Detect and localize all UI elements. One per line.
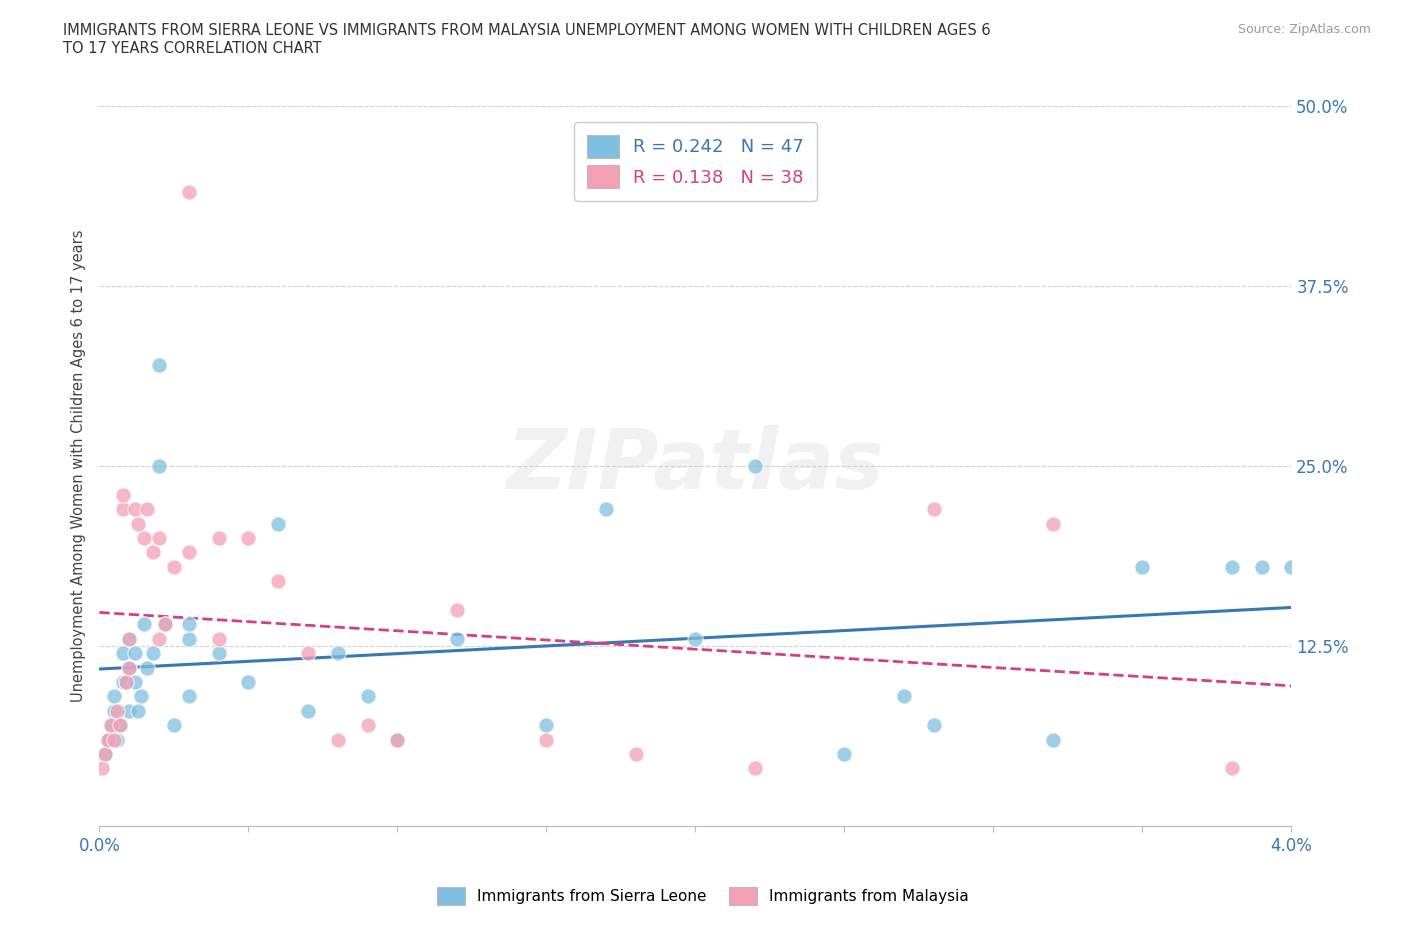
Point <box>922 501 945 516</box>
Text: Source: ZipAtlas.com: Source: ZipAtlas.com <box>1237 23 1371 36</box>
Point <box>326 645 349 660</box>
Point <box>148 358 170 373</box>
Point <box>103 703 125 718</box>
Point <box>536 718 558 733</box>
Point <box>297 645 319 660</box>
Point <box>207 631 229 646</box>
Legend: Immigrants from Sierra Leone, Immigrants from Malaysia: Immigrants from Sierra Leone, Immigrants… <box>432 882 974 911</box>
Point <box>153 617 176 631</box>
Point <box>94 747 117 762</box>
Point <box>922 718 945 733</box>
Point <box>118 703 141 718</box>
Point <box>744 458 766 473</box>
Point <box>177 185 200 200</box>
Point <box>118 660 141 675</box>
Point <box>112 645 135 660</box>
Point <box>94 747 117 762</box>
Point <box>153 617 176 631</box>
Point <box>207 530 229 545</box>
Point <box>127 516 149 531</box>
Point <box>1042 516 1064 531</box>
Point <box>177 545 200 560</box>
Point <box>142 645 165 660</box>
Point <box>356 689 378 704</box>
Point <box>124 674 146 689</box>
Point <box>134 617 156 631</box>
Point <box>1250 559 1272 574</box>
Point <box>1220 761 1243 776</box>
Point <box>893 689 915 704</box>
Point <box>118 631 141 646</box>
Point <box>267 516 290 531</box>
Point <box>238 674 260 689</box>
Point <box>110 718 132 733</box>
Point <box>1279 559 1302 574</box>
Point <box>326 732 349 747</box>
Legend: R = 0.242   N = 47, R = 0.138   N = 38: R = 0.242 N = 47, R = 0.138 N = 38 <box>574 122 817 201</box>
Point <box>163 559 186 574</box>
Point <box>177 617 200 631</box>
Text: ZIPatlas: ZIPatlas <box>506 425 884 507</box>
Text: IMMIGRANTS FROM SIERRA LEONE VS IMMIGRANTS FROM MALAYSIA UNEMPLOYMENT AMONG WOME: IMMIGRANTS FROM SIERRA LEONE VS IMMIGRAN… <box>63 23 991 56</box>
Point <box>124 645 146 660</box>
Point <box>446 631 468 646</box>
Point <box>91 761 114 776</box>
Point <box>163 718 186 733</box>
Point <box>100 718 122 733</box>
Point <box>267 574 290 589</box>
Point <box>356 718 378 733</box>
Point <box>100 718 122 733</box>
Point <box>387 732 409 747</box>
Point <box>115 674 138 689</box>
Point <box>624 747 647 762</box>
Point <box>595 501 617 516</box>
Point <box>97 732 120 747</box>
Point <box>112 487 135 502</box>
Point <box>744 761 766 776</box>
Point <box>110 718 132 733</box>
Point <box>124 501 146 516</box>
Point <box>136 660 159 675</box>
Point <box>1130 559 1153 574</box>
Point <box>1220 559 1243 574</box>
Point <box>97 732 120 747</box>
Point <box>103 689 125 704</box>
Point <box>834 747 856 762</box>
Point <box>105 732 128 747</box>
Point <box>177 631 200 646</box>
Point <box>115 674 138 689</box>
Point <box>127 703 149 718</box>
Point <box>148 530 170 545</box>
Point <box>148 631 170 646</box>
Point <box>238 530 260 545</box>
Point <box>446 603 468 618</box>
Y-axis label: Unemployment Among Women with Children Ages 6 to 17 years: Unemployment Among Women with Children A… <box>72 230 86 702</box>
Point <box>118 631 141 646</box>
Point <box>536 732 558 747</box>
Point <box>177 689 200 704</box>
Point <box>112 501 135 516</box>
Point <box>105 703 128 718</box>
Point <box>685 631 707 646</box>
Point <box>112 674 135 689</box>
Point <box>297 703 319 718</box>
Point <box>136 501 159 516</box>
Point <box>387 732 409 747</box>
Point <box>134 530 156 545</box>
Point <box>142 545 165 560</box>
Point <box>148 458 170 473</box>
Point <box>118 660 141 675</box>
Point <box>129 689 152 704</box>
Point <box>207 645 229 660</box>
Point <box>1042 732 1064 747</box>
Point <box>103 732 125 747</box>
